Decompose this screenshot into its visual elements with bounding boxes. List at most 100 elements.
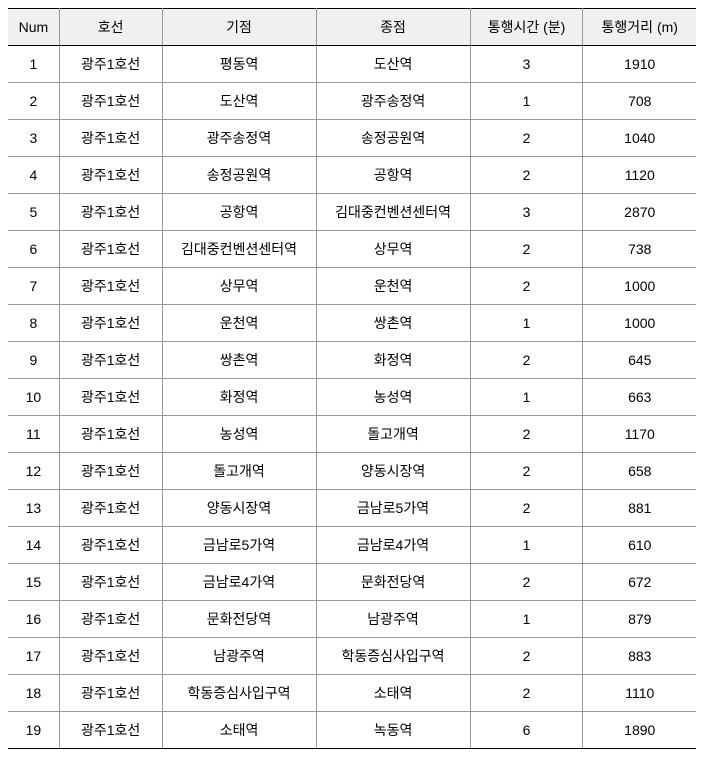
cell-start: 양동시장역 [162, 490, 316, 527]
cell-end: 학동증심사입구역 [316, 638, 470, 675]
table-row: 3광주1호선광주송정역송정공원역21040 [8, 120, 696, 157]
cell-start: 금남로5가역 [162, 527, 316, 564]
cell-end: 공항역 [316, 157, 470, 194]
cell-distance: 663 [583, 379, 696, 416]
cell-line: 광주1호선 [59, 342, 162, 379]
table-row: 6광주1호선김대중컨벤션센터역상무역2738 [8, 231, 696, 268]
transit-table: Num 호선 기점 종점 통행시간 (분) 통행거리 (m) 1광주1호선평동역… [8, 8, 696, 749]
table-row: 7광주1호선상무역운천역21000 [8, 268, 696, 305]
cell-distance: 1000 [583, 268, 696, 305]
cell-num: 16 [8, 601, 59, 638]
cell-distance: 1890 [583, 712, 696, 749]
cell-end: 금남로5가역 [316, 490, 470, 527]
table-row: 17광주1호선남광주역학동증심사입구역2883 [8, 638, 696, 675]
cell-line: 광주1호선 [59, 527, 162, 564]
cell-line: 광주1호선 [59, 157, 162, 194]
cell-time: 2 [470, 157, 583, 194]
cell-line: 광주1호선 [59, 712, 162, 749]
cell-end: 문화전당역 [316, 564, 470, 601]
header-num: Num [8, 9, 59, 46]
cell-time: 2 [470, 638, 583, 675]
cell-start: 김대중컨벤션센터역 [162, 231, 316, 268]
table-row: 9광주1호선쌍촌역화정역2645 [8, 342, 696, 379]
cell-end: 광주송정역 [316, 83, 470, 120]
cell-time: 2 [470, 231, 583, 268]
cell-num: 12 [8, 453, 59, 490]
cell-start: 돌고개역 [162, 453, 316, 490]
cell-time: 2 [470, 120, 583, 157]
cell-end: 김대중컨벤션센터역 [316, 194, 470, 231]
cell-distance: 610 [583, 527, 696, 564]
table-row: 11광주1호선농성역돌고개역21170 [8, 416, 696, 453]
table-row: 13광주1호선양동시장역금남로5가역2881 [8, 490, 696, 527]
header-time: 통행시간 (분) [470, 9, 583, 46]
cell-end: 운천역 [316, 268, 470, 305]
cell-line: 광주1호선 [59, 231, 162, 268]
cell-time: 1 [470, 379, 583, 416]
cell-time: 1 [470, 527, 583, 564]
cell-end: 금남로4가역 [316, 527, 470, 564]
cell-distance: 1040 [583, 120, 696, 157]
cell-line: 광주1호선 [59, 379, 162, 416]
cell-line: 광주1호선 [59, 194, 162, 231]
header-end: 종점 [316, 9, 470, 46]
cell-time: 2 [470, 675, 583, 712]
cell-end: 쌍촌역 [316, 305, 470, 342]
cell-end: 농성역 [316, 379, 470, 416]
cell-distance: 658 [583, 453, 696, 490]
cell-time: 2 [470, 453, 583, 490]
table-header-row: Num 호선 기점 종점 통행시간 (분) 통행거리 (m) [8, 9, 696, 46]
cell-num: 17 [8, 638, 59, 675]
cell-time: 2 [470, 268, 583, 305]
cell-num: 4 [8, 157, 59, 194]
table-row: 15광주1호선금남로4가역문화전당역2672 [8, 564, 696, 601]
table-row: 4광주1호선송정공원역공항역21120 [8, 157, 696, 194]
cell-line: 광주1호선 [59, 46, 162, 83]
cell-num: 5 [8, 194, 59, 231]
cell-line: 광주1호선 [59, 638, 162, 675]
cell-start: 화정역 [162, 379, 316, 416]
cell-num: 9 [8, 342, 59, 379]
cell-time: 2 [470, 490, 583, 527]
cell-time: 2 [470, 416, 583, 453]
cell-start: 광주송정역 [162, 120, 316, 157]
cell-distance: 738 [583, 231, 696, 268]
cell-line: 광주1호선 [59, 416, 162, 453]
cell-start: 소태역 [162, 712, 316, 749]
cell-line: 광주1호선 [59, 305, 162, 342]
cell-line: 광주1호선 [59, 601, 162, 638]
table-row: 14광주1호선금남로5가역금남로4가역1610 [8, 527, 696, 564]
cell-num: 19 [8, 712, 59, 749]
cell-distance: 1110 [583, 675, 696, 712]
cell-distance: 883 [583, 638, 696, 675]
cell-start: 송정공원역 [162, 157, 316, 194]
table-row: 8광주1호선운천역쌍촌역11000 [8, 305, 696, 342]
header-distance: 통행거리 (m) [583, 9, 696, 46]
header-line: 호선 [59, 9, 162, 46]
cell-line: 광주1호선 [59, 564, 162, 601]
cell-time: 6 [470, 712, 583, 749]
cell-distance: 708 [583, 83, 696, 120]
table-row: 18광주1호선학동증심사입구역소태역21110 [8, 675, 696, 712]
cell-num: 7 [8, 268, 59, 305]
cell-distance: 672 [583, 564, 696, 601]
table-row: 12광주1호선돌고개역양동시장역2658 [8, 453, 696, 490]
cell-start: 문화전당역 [162, 601, 316, 638]
cell-line: 광주1호선 [59, 268, 162, 305]
cell-end: 남광주역 [316, 601, 470, 638]
cell-time: 3 [470, 46, 583, 83]
cell-start: 학동증심사입구역 [162, 675, 316, 712]
table-row: 5광주1호선공항역김대중컨벤션센터역32870 [8, 194, 696, 231]
cell-distance: 2870 [583, 194, 696, 231]
cell-num: 6 [8, 231, 59, 268]
cell-line: 광주1호선 [59, 490, 162, 527]
cell-time: 2 [470, 564, 583, 601]
cell-line: 광주1호선 [59, 120, 162, 157]
cell-start: 운천역 [162, 305, 316, 342]
cell-start: 상무역 [162, 268, 316, 305]
cell-num: 18 [8, 675, 59, 712]
cell-start: 쌍촌역 [162, 342, 316, 379]
cell-distance: 1170 [583, 416, 696, 453]
cell-time: 1 [470, 601, 583, 638]
cell-end: 송정공원역 [316, 120, 470, 157]
